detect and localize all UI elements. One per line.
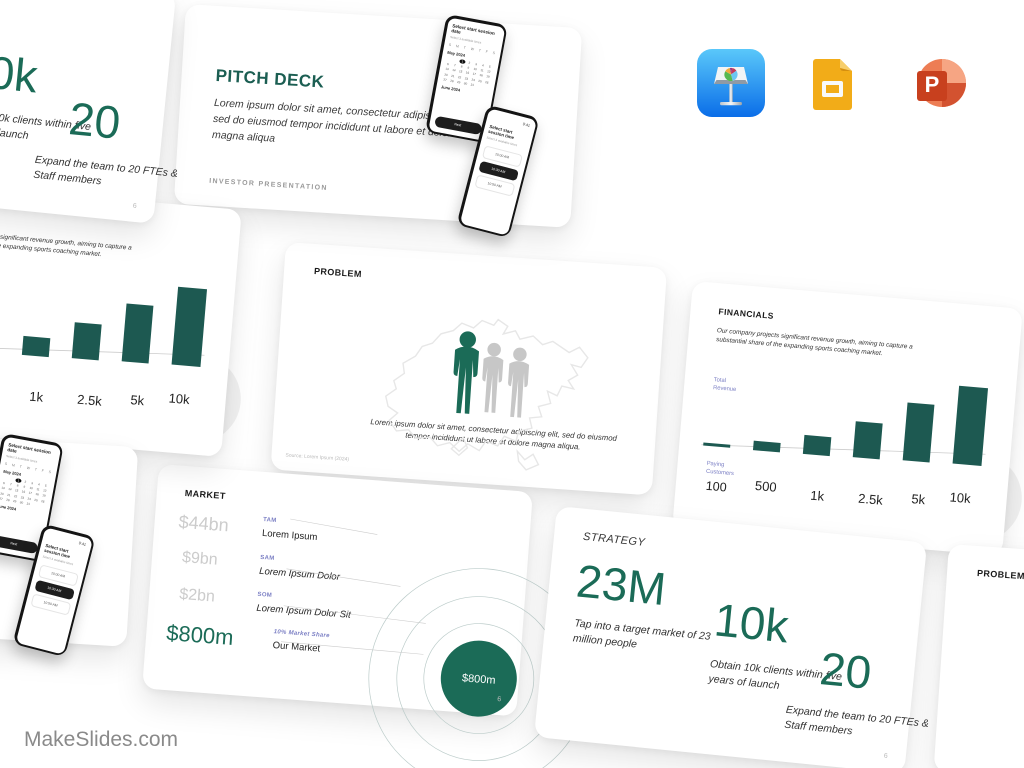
svg-text:$800m: $800m [462,672,496,686]
svg-text:$100,000: $100,000 [709,438,725,443]
svg-text:P: P [925,72,940,97]
